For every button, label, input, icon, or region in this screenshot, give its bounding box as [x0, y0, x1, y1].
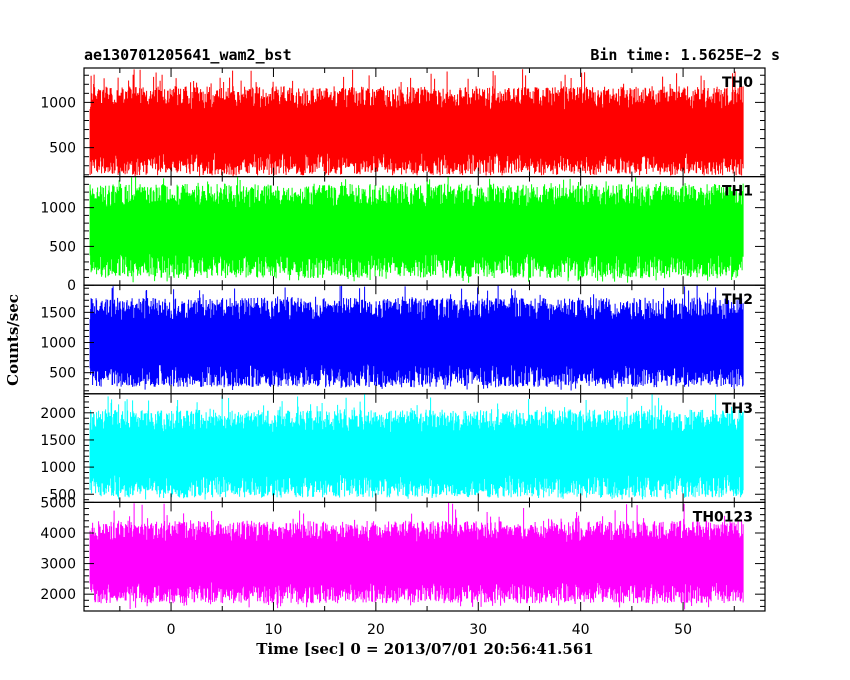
- panel-th0: 500 1000 TH0: [40, 67, 766, 178]
- x-tick-label: 50: [674, 622, 692, 638]
- plot-title: ae130701205641_wam2_bst: [84, 46, 292, 64]
- x-tick-label: 30: [469, 622, 487, 638]
- series-th2: [89, 285, 744, 391]
- panel-th2: 500 1000 1500 TH2: [40, 284, 766, 395]
- panel-th3: 500 1000 1500 2000 TH3: [40, 393, 766, 503]
- series-th0123: [89, 502, 744, 610]
- y-tick-label: 0: [67, 278, 76, 294]
- y-tick-label: 2000: [40, 406, 76, 422]
- y-tick-label: 500: [49, 366, 76, 382]
- panel-th0123: 2000 3000 4000 5000 TH0123: [40, 495, 766, 612]
- y-tick-label: 500: [49, 487, 76, 503]
- bin-time-label: Bin time: 1.5625E−2 s: [590, 46, 780, 64]
- y-tick-label: 3000: [40, 557, 76, 573]
- y-tick-label: 1000: [40, 460, 76, 476]
- series-th3: [89, 393, 744, 500]
- y-tick-label: 1000: [40, 336, 76, 352]
- x-tick-label: 10: [265, 622, 283, 638]
- panels-group: 500 1000 TH0 0 500 1000 TH1 500 1000 1500 TH2 500 10…: [40, 67, 766, 612]
- y-tick-label: 1500: [40, 305, 76, 321]
- y-tick-label: 5000: [40, 495, 76, 511]
- series-th0: [89, 69, 744, 177]
- y-tick-label: 500: [49, 239, 76, 255]
- panel-label: TH2: [722, 292, 753, 308]
- y-tick-label: 1000: [40, 95, 76, 111]
- y-axis-label: Counts/sec: [4, 294, 22, 386]
- x-tick-label: 20: [367, 622, 385, 638]
- panel-label: TH3: [722, 401, 753, 417]
- panel-frame: [83, 501, 766, 612]
- x-tick-label: 40: [572, 622, 590, 638]
- x-axis: 0 10 20 30 40 50: [167, 622, 692, 638]
- panel-label: TH0: [722, 75, 753, 91]
- series-th1: [89, 176, 744, 283]
- panel-label: TH1: [722, 184, 753, 200]
- y-tick-label: 4000: [40, 526, 76, 542]
- y-tick-label: 1500: [40, 433, 76, 449]
- x-axis-label: Time [sec] 0 = 2013/07/01 20:56:41.561: [256, 640, 593, 658]
- x-tick-label: 0: [167, 622, 176, 638]
- panel-th1: 0 500 1000 TH1: [40, 176, 766, 294]
- panel-label: TH0123: [693, 509, 753, 525]
- y-tick-label: 500: [49, 141, 76, 157]
- y-tick-label: 1000: [40, 201, 76, 217]
- y-tick-label: 2000: [40, 587, 76, 603]
